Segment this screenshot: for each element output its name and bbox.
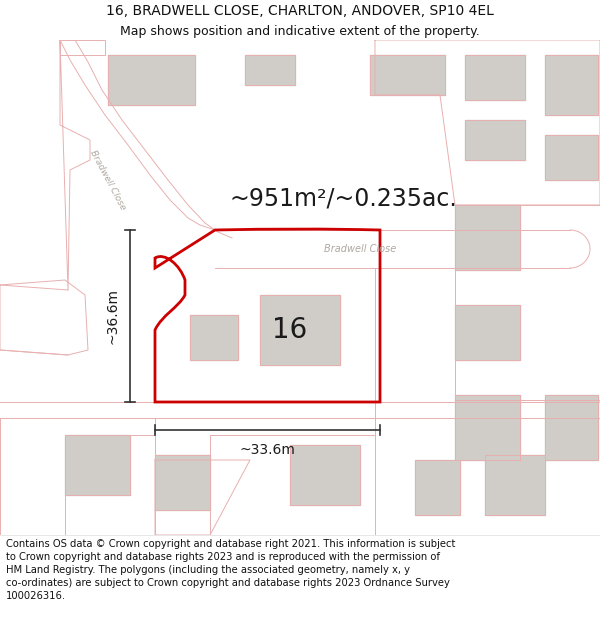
Polygon shape [260,295,340,365]
Polygon shape [155,455,210,510]
Polygon shape [465,55,525,100]
Polygon shape [465,120,525,160]
Polygon shape [485,455,545,515]
Polygon shape [108,55,195,105]
Text: Map shows position and indicative extent of the property.: Map shows position and indicative extent… [120,25,480,38]
Polygon shape [370,55,445,95]
Text: ~951m²/~0.235ac.: ~951m²/~0.235ac. [230,186,458,210]
Polygon shape [65,435,130,495]
Polygon shape [455,395,520,460]
Polygon shape [245,55,295,85]
Polygon shape [290,445,360,505]
Polygon shape [545,55,598,115]
Text: 16, BRADWELL CLOSE, CHARLTON, ANDOVER, SP10 4EL: 16, BRADWELL CLOSE, CHARLTON, ANDOVER, S… [106,4,494,18]
Text: Bradwell Close: Bradwell Close [324,244,396,254]
Text: ~33.6m: ~33.6m [239,443,295,457]
Polygon shape [190,315,238,360]
Polygon shape [415,460,460,515]
Polygon shape [545,395,598,460]
Text: Bradwell Close: Bradwell Close [88,149,128,211]
Text: Contains OS data © Crown copyright and database right 2021. This information is : Contains OS data © Crown copyright and d… [6,539,455,601]
Polygon shape [455,305,520,360]
Text: ~36.6m: ~36.6m [105,288,119,344]
Text: 16: 16 [272,316,308,344]
Polygon shape [545,135,598,180]
Polygon shape [455,205,520,270]
